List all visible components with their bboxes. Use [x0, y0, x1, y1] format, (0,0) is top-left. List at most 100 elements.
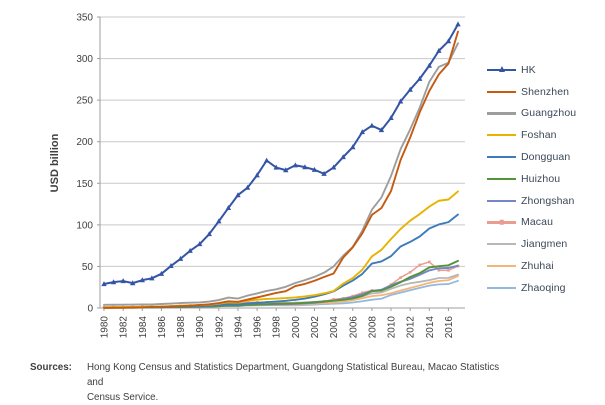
legend-swatch-macau	[487, 216, 516, 228]
series-line-shenzhen	[103, 30, 459, 309]
marker-macau	[447, 269, 450, 272]
x-tick-label: 1988	[176, 316, 187, 339]
series-guangzhou	[103, 42, 459, 306]
sources-note: Sources: Hong Kong Census and Statistics…	[30, 360, 515, 405]
y-tick-label: 150	[76, 179, 93, 190]
marker-hk	[350, 144, 356, 150]
sources-text-line-1: Hong Kong Census and Statistics Departme…	[86, 362, 500, 388]
legend-label-zhongshan: Zhongshan	[521, 194, 575, 207]
series-hk	[101, 21, 461, 287]
x-tick-label: 2006	[348, 316, 359, 339]
marker-hk	[216, 218, 222, 224]
marker-hk	[187, 247, 193, 253]
marker-hk	[292, 162, 299, 168]
marker-hk	[235, 192, 241, 198]
legend-swatch-huizhou	[487, 173, 516, 185]
marker-hk	[110, 279, 117, 285]
marker-hk	[206, 231, 212, 237]
series-line-guangzhou	[103, 42, 459, 306]
marker-hk	[254, 172, 260, 178]
legend-item-zhongshan: Zhongshan	[487, 190, 576, 212]
legend-swatch-foshan	[487, 129, 516, 141]
legend-item-zhaoqing: Zhaoqing	[487, 277, 576, 299]
marker-macau	[332, 298, 335, 301]
marker-hk	[311, 166, 318, 172]
marker-hk	[177, 255, 184, 261]
x-tick-label: 1992	[214, 316, 225, 339]
marker-hk	[196, 241, 203, 247]
legend-label-zhaoqing: Zhaoqing	[521, 281, 566, 294]
marker-hk	[397, 98, 404, 104]
legend-item-foshan: Foshan	[487, 124, 576, 146]
marker-hk	[139, 277, 145, 283]
legend-label-zhuhai: Zhuhai	[521, 260, 554, 273]
legend-label-hk: HK	[521, 63, 536, 76]
chart-legend: HK Shenzhen Guangzhou Foshan Dongguan Huizhou…	[487, 59, 576, 299]
legend-item-huizhou: Huizhou	[487, 168, 576, 190]
x-tick-label: 1996	[253, 316, 264, 339]
marker-hk	[302, 164, 308, 170]
y-tick-label: 0	[87, 304, 93, 315]
x-tick-label: 1982	[119, 316, 130, 339]
marker-hk	[407, 86, 413, 92]
marker-macau	[437, 268, 441, 272]
x-tick-label: 2000	[291, 316, 302, 339]
marker-hk	[359, 129, 366, 135]
marker-hk	[417, 75, 423, 81]
legend-item-macau: Macau	[487, 212, 576, 234]
x-tick-label: 2002	[310, 316, 321, 339]
legend-label-dongguan: Dongguan	[521, 151, 571, 164]
marker-hk	[101, 281, 107, 287]
marker-hk	[455, 21, 461, 27]
marker-hk	[263, 157, 270, 163]
marker-hk	[168, 263, 174, 269]
legend-label-jiangmen: Jiangmen	[521, 238, 568, 251]
marker-hk	[273, 164, 279, 170]
legend-swatch-zhuhai	[487, 260, 516, 272]
marker-hk	[436, 47, 442, 53]
legend-label-macau: Macau	[521, 216, 554, 229]
legend-label-shenzhen: Shenzhen	[521, 85, 570, 98]
marker-hk	[340, 154, 346, 160]
y-axis-title: USD billion	[49, 133, 61, 193]
x-tick-label: 1986	[157, 316, 168, 339]
series-line-dongguan	[103, 213, 459, 309]
legend-swatch-hk	[487, 64, 516, 76]
x-tick-label: 2010	[387, 316, 398, 339]
marker-macau	[399, 276, 402, 279]
marker-hk	[130, 280, 136, 286]
x-tick-label: 2008	[367, 316, 378, 339]
x-tick-label: 2016	[444, 316, 455, 339]
marker-macau	[408, 270, 412, 274]
legend-swatch-jiangmen	[487, 238, 516, 250]
marker-hk	[283, 167, 289, 173]
legend-label-guangzhou: Guangzhou	[521, 107, 577, 120]
y-tick-label: 350	[76, 13, 93, 24]
series-dongguan	[103, 213, 459, 309]
marker-hk	[158, 270, 165, 276]
marker-hk	[426, 62, 432, 68]
legend-swatch-dongguan	[487, 151, 516, 163]
marker-macau	[351, 294, 355, 298]
legend-swatch-zhaoqing	[487, 282, 516, 294]
legend-item-guangzhou: Guangzhou	[487, 103, 576, 125]
legend-label-huizhou: Huizhou	[521, 172, 561, 185]
legend-label-foshan: Foshan	[521, 129, 557, 142]
x-tick-label: 2012	[406, 316, 417, 339]
marker-hk	[369, 122, 375, 128]
series-line-hk	[103, 23, 459, 285]
y-tick-label: 100	[76, 220, 93, 231]
x-tick-label: 1994	[233, 316, 244, 339]
legend-item-hk: HK	[487, 59, 576, 81]
marker-macau	[246, 301, 249, 304]
legend-marker-hk	[498, 65, 505, 72]
marker-hk	[321, 170, 327, 176]
marker-hk	[120, 278, 126, 284]
y-tick-label: 50	[82, 262, 94, 273]
chart-plot-area: 0 50 100 150 200 250 300 350 1980 1982 1984 1986 198…	[76, 13, 465, 339]
x-tick-label: 1998	[272, 316, 283, 339]
x-tick-label: 2004	[329, 316, 340, 339]
legend-swatch-zhongshan	[487, 195, 516, 207]
sources-label: Sources:	[30, 362, 72, 373]
